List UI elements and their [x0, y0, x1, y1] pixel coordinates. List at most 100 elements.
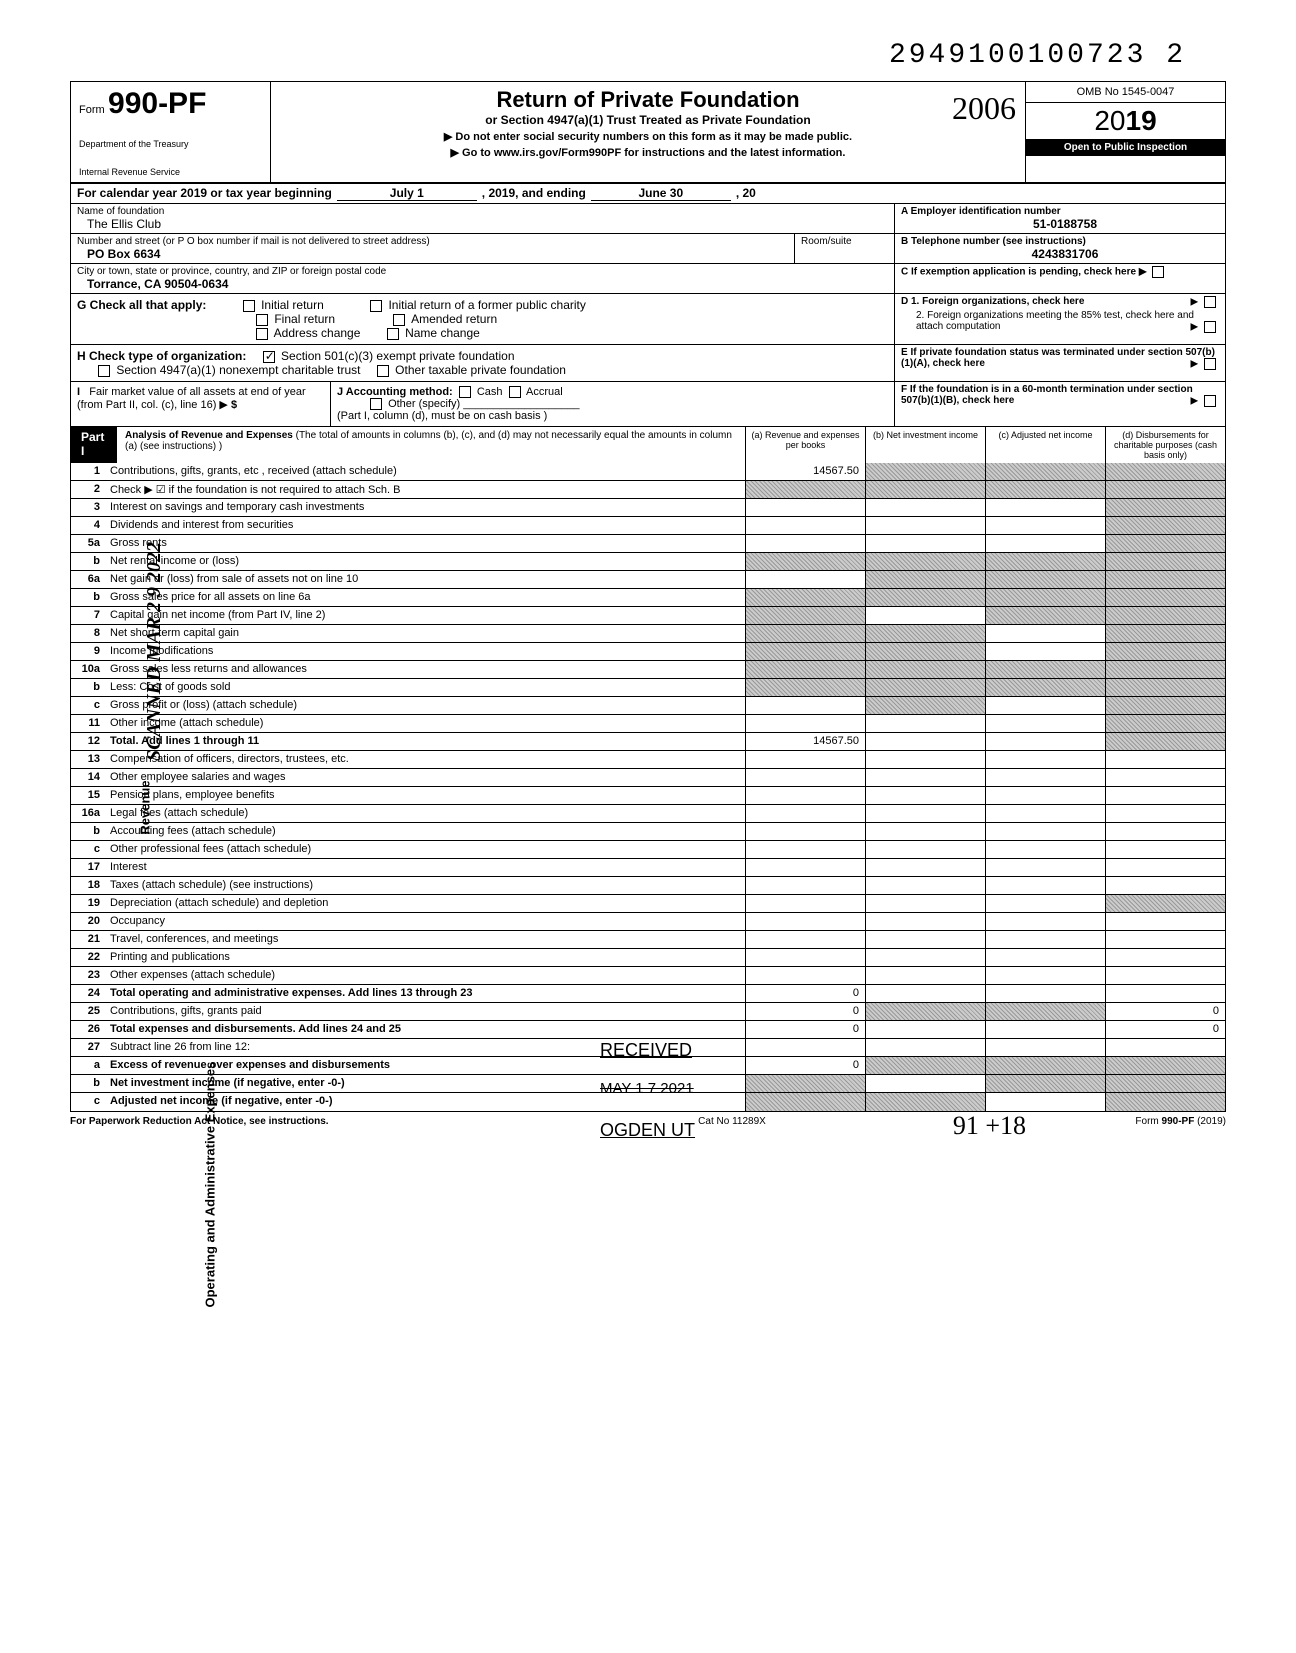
- opt-other-method: Other (specify): [388, 398, 460, 410]
- col-b-cell: [865, 1075, 985, 1092]
- col-b-cell: [865, 625, 985, 642]
- col-a-cell: [745, 787, 865, 804]
- col-c-cell: [985, 1093, 1105, 1111]
- tax-year-begin: July 1: [337, 186, 477, 201]
- col-a-cell: [745, 1075, 865, 1092]
- checkbox-other-taxable[interactable]: [377, 365, 389, 377]
- checkbox-initial[interactable]: [243, 300, 255, 312]
- table-row: 24Total operating and administrative exp…: [71, 985, 1225, 1003]
- table-row: bNet rental income or (loss): [71, 553, 1225, 571]
- table-row: 10aGross sales less returns and allowanc…: [71, 661, 1225, 679]
- col-c-cell: [985, 913, 1105, 930]
- col-c-cell: [985, 499, 1105, 516]
- col-c-cell: [985, 895, 1105, 912]
- col-c-cell: [985, 463, 1105, 480]
- line-number: 23: [71, 967, 106, 984]
- line-description: Compensation of officers, directors, tru…: [106, 751, 745, 768]
- line-number: 12: [71, 733, 106, 750]
- col-c-cell: [985, 589, 1105, 606]
- table-row: bLess: Cost of goods sold: [71, 679, 1225, 697]
- checkbox-accrual[interactable]: [509, 386, 521, 398]
- col-a-cell: [745, 625, 865, 642]
- col-b-cell: [865, 949, 985, 966]
- table-row: 22Printing and publications: [71, 949, 1225, 967]
- col-a-cell: 14567.50: [745, 733, 865, 750]
- table-row: 14Other employee salaries and wages: [71, 769, 1225, 787]
- line-number: 10a: [71, 661, 106, 678]
- col-a-cell: [745, 751, 865, 768]
- addr-label: Number and street (or P O box number if …: [77, 236, 788, 247]
- col-a-cell: 0: [745, 1021, 865, 1038]
- table-row: 9Income modifications: [71, 643, 1225, 661]
- handwritten-year: 2006: [952, 90, 1016, 127]
- section-d2: 2. Foreign organizations meeting the 85%…: [901, 310, 1219, 332]
- checkbox-name-change[interactable]: [387, 328, 399, 340]
- col-d-cell: [1105, 1075, 1225, 1092]
- checkbox-f[interactable]: [1204, 395, 1216, 407]
- table-row: cOther professional fees (attach schedul…: [71, 841, 1225, 859]
- col-b-cell: [865, 841, 985, 858]
- line-number: 11: [71, 715, 106, 732]
- checkbox-c[interactable]: [1152, 266, 1164, 278]
- addr-phone-row: Number and street (or P O box number if …: [70, 234, 1226, 264]
- line-description: Gross rents: [106, 535, 745, 552]
- col-c-cell: [985, 751, 1105, 768]
- opt-initial: Initial return: [261, 298, 324, 312]
- col-c-cell: [985, 1021, 1105, 1038]
- line-number: 24: [71, 985, 106, 1002]
- checkbox-amended[interactable]: [393, 314, 405, 326]
- col-c-cell: [985, 769, 1105, 786]
- line-number: 26: [71, 1021, 106, 1038]
- line-number: 27: [71, 1039, 106, 1056]
- line-number: 14: [71, 769, 106, 786]
- table-row: 17Interest: [71, 859, 1225, 877]
- col-d-cell: [1105, 517, 1225, 534]
- table-row: 12Total. Add lines 1 through 1114567.50: [71, 733, 1225, 751]
- col-b-cell: [865, 643, 985, 660]
- line-description: Pension plans, employee benefits: [106, 787, 745, 804]
- checkbox-501c3[interactable]: [263, 351, 275, 363]
- line-number: b: [71, 679, 106, 696]
- goto-link: ▶ Go to www.irs.gov/Form990PF for instru…: [281, 146, 1015, 159]
- opt-4947: Section 4947(a)(1) nonexempt charitable …: [116, 363, 360, 377]
- col-d-cell: [1105, 913, 1225, 930]
- checkbox-addr-change[interactable]: [256, 328, 268, 340]
- opt-other-taxable: Other taxable private foundation: [395, 363, 566, 377]
- col-c-cell: [985, 625, 1105, 642]
- checkbox-initial-former[interactable]: [370, 300, 382, 312]
- line-number: 13: [71, 751, 106, 768]
- line-description: Other expenses (attach schedule): [106, 967, 745, 984]
- section-c: C If exemption application is pending, c…: [901, 266, 1219, 278]
- checkbox-4947[interactable]: [98, 365, 110, 377]
- checkbox-d1[interactable]: [1204, 296, 1216, 308]
- col-a-cell: [745, 1093, 865, 1111]
- col-a-cell: [745, 967, 865, 984]
- checkbox-cash[interactable]: [459, 386, 471, 398]
- col-a-cell: [745, 607, 865, 624]
- col-d-cell: [1105, 787, 1225, 804]
- scanned-stamp: SCANNED MAR 2 9 2022: [143, 542, 166, 761]
- table-row: 8Net short-term capital gain: [71, 625, 1225, 643]
- checkbox-e[interactable]: [1204, 358, 1216, 370]
- checkbox-final[interactable]: [256, 314, 268, 326]
- dept-treasury: Department of the Treasury: [79, 139, 262, 149]
- ein-value: 51-0188758: [901, 217, 1219, 231]
- section-i-f-row: I Fair market value of all assets at end…: [70, 382, 1226, 427]
- opt-name-change: Name change: [405, 326, 480, 340]
- col-b-header: (b) Net investment income: [865, 427, 985, 463]
- col-d-cell: [1105, 679, 1225, 696]
- opt-501c3: Section 501(c)(3) exempt private foundat…: [281, 349, 514, 363]
- line-description: Income modifications: [106, 643, 745, 660]
- checkbox-other-method[interactable]: [370, 398, 382, 410]
- table-row: 7Capital gain net income (from Part IV, …: [71, 607, 1225, 625]
- col-c-cell: [985, 661, 1105, 678]
- line-description: Net short-term capital gain: [106, 625, 745, 642]
- col-b-cell: [865, 1039, 985, 1056]
- opt-cash: Cash: [477, 386, 503, 398]
- col-d-cell: [1105, 625, 1225, 642]
- col-b-cell: [865, 661, 985, 678]
- col-b-cell: [865, 607, 985, 624]
- col-a-cell: [745, 913, 865, 930]
- col-c-cell: [985, 787, 1105, 804]
- checkbox-d2[interactable]: [1204, 321, 1216, 333]
